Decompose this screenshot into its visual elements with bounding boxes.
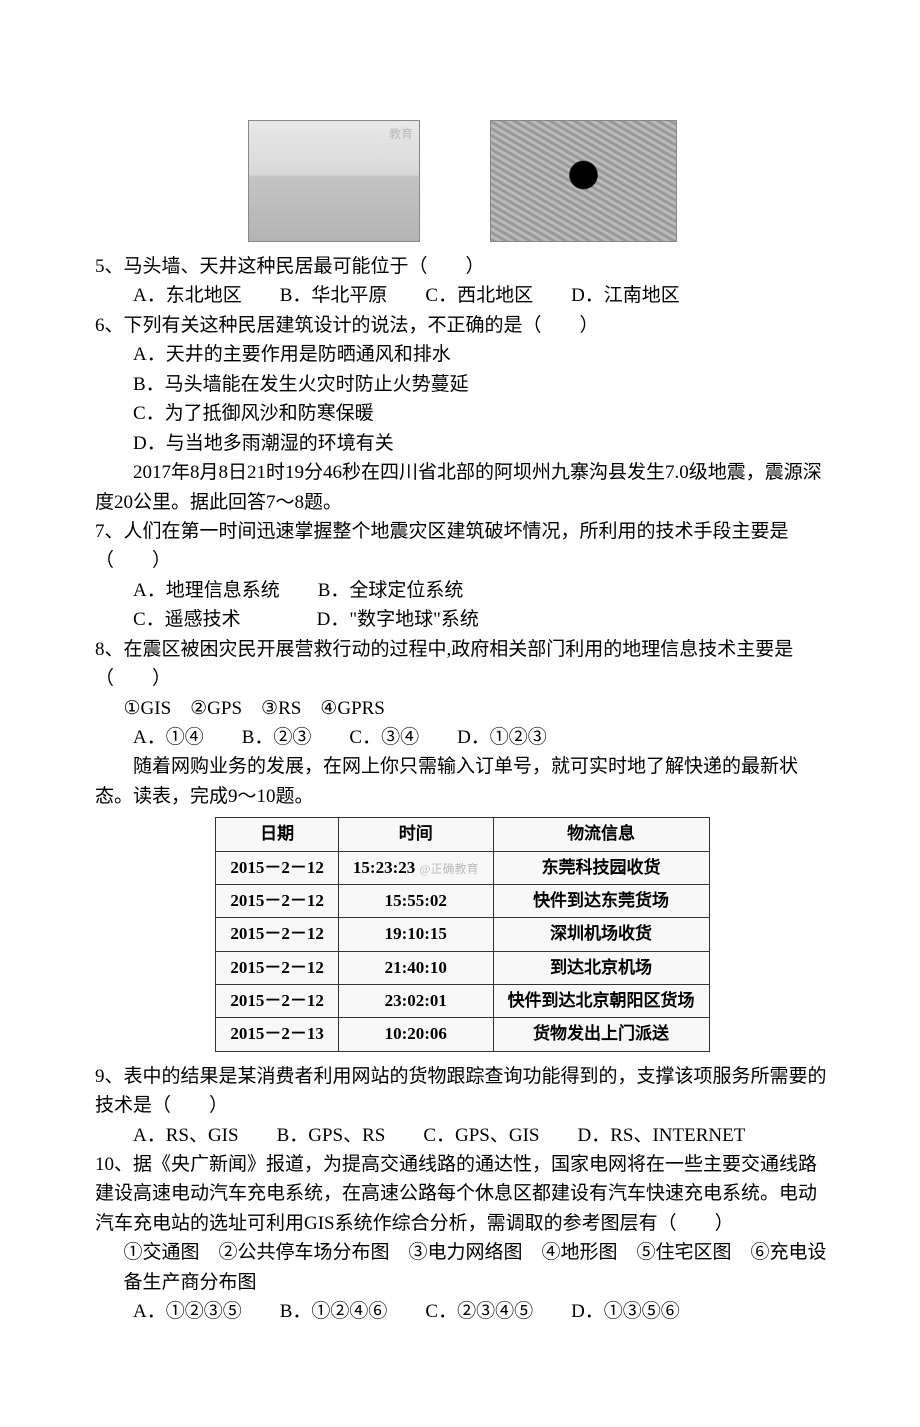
table-row: 2015－2－13 10:20:06 货物发出上门派送 — [216, 1018, 709, 1051]
cell-time: 23:02:01 — [338, 985, 493, 1018]
q10-numbers: ①交通图 ②公共停车场分布图 ③电力网络图 ④地形图 ⑤住宅区图 ⑥充电设备生产… — [95, 1238, 830, 1297]
q6-option-c: C．为了抵御风沙和防寒保暖 — [95, 399, 830, 428]
logistics-table-wrap: 日期 时间 物流信息 2015－2－12 15:23:23 @正确教育 东莞科技… — [95, 817, 830, 1051]
q5-stem: 5、马头墙、天井这种民居最可能位于（ ） — [95, 252, 830, 281]
cell-date: 2015－2－12 — [216, 951, 339, 984]
q7-options-row1: A．地理信息系统 B．全球定位系统 — [95, 576, 830, 605]
q6-option-b: B．马头墙能在发生火灾时防止火势蔓延 — [95, 370, 830, 399]
cell-info: 到达北京机场 — [493, 951, 709, 984]
cell-date: 2015－2－12 — [216, 918, 339, 951]
cell-date: 2015－2－12 — [216, 985, 339, 1018]
table-row: 2015－2－12 15:55:02 快件到达东莞货场 — [216, 885, 709, 918]
figure-row: 教育 — [95, 120, 830, 242]
figure-watermark: 教育 — [389, 125, 413, 144]
cell-info: 深圳机场收货 — [493, 918, 709, 951]
logistics-table: 日期 时间 物流信息 2015－2－12 15:23:23 @正确教育 东莞科技… — [215, 817, 709, 1051]
passage-7-8: 2017年8月8日21时19分46秒在四川省北部的阿坝州九寨沟县发生7.0级地震… — [95, 458, 830, 517]
table-header-row: 日期 时间 物流信息 — [216, 818, 709, 851]
col-time: 时间 — [338, 818, 493, 851]
q8-options: A．①④ B．②③ C．③④ D．①②③ — [95, 723, 830, 752]
q10-stem: 10、据《央广新闻》报道，为提高交通线路的通达性，国家电网将在一些主要交通线路建… — [95, 1150, 830, 1238]
cell-date: 2015－2－12 — [216, 851, 339, 884]
cell-time: 21:40:10 — [338, 951, 493, 984]
q9-options: A．RS、GIS B．GPS、RS C．GPS、GIS D．RS、INTERNE… — [95, 1121, 830, 1150]
q6-option-d: D．与当地多雨潮湿的环境有关 — [95, 429, 830, 458]
q5-options: A．东北地区 B．华北平原 C．西北地区 D．江南地区 — [95, 281, 830, 310]
q6-option-a: A．天井的主要作用是防晒通风和排水 — [95, 340, 830, 369]
table-row: 2015－2－12 21:40:10 到达北京机场 — [216, 951, 709, 984]
q8-numbers: ①GIS ②GPS ③RS ④GPRS — [95, 694, 830, 723]
cell-time: 19:10:15 — [338, 918, 493, 951]
cell-info: 货物发出上门派送 — [493, 1018, 709, 1051]
q8-stem: 8、在震区被困灾民开展营救行动的过程中,政府相关部门利用的地理信息技术主要是（ … — [95, 635, 830, 694]
q6-stem: 6、下列有关这种民居建筑设计的说法，不正确的是（ ） — [95, 311, 830, 340]
q7-stem: 7、人们在第一时间迅速掌握整个地震灾区建筑破坏情况，所利用的技术手段主要是（ ） — [95, 517, 830, 576]
cell-time: 10:20:06 — [338, 1018, 493, 1051]
cell-info: 快件到达东莞货场 — [493, 885, 709, 918]
table-row: 2015－2－12 23:02:01 快件到达北京朝阳区货场 — [216, 985, 709, 1018]
cell-time: 15:23:23 @正确教育 — [338, 851, 493, 884]
figure-matouqiang: 教育 — [248, 120, 420, 242]
document-page: 教育 5、马头墙、天井这种民居最可能位于（ ） A．东北地区 B．华北平原 C．… — [0, 0, 920, 1427]
passage-9-10: 随着网购业务的发展，在网上你只需输入订单号，就可实时地了解快递的最新状态。读表，… — [95, 752, 830, 811]
cell-info: 东莞科技园收货 — [493, 851, 709, 884]
col-date: 日期 — [216, 818, 339, 851]
table-row: 2015－2－12 19:10:15 深圳机场收货 — [216, 918, 709, 951]
col-info: 物流信息 — [493, 818, 709, 851]
q7-options-row2: C．遥感技术 D．"数字地球"系统 — [95, 605, 830, 634]
cell-date: 2015－2－13 — [216, 1018, 339, 1051]
cell-info: 快件到达北京朝阳区货场 — [493, 985, 709, 1018]
table-row: 2015－2－12 15:23:23 @正确教育 东莞科技园收货 — [216, 851, 709, 884]
q9-stem: 9、表中的结果是某消费者利用网站的货物跟踪查询功能得到的，支撑该项服务所需要的技… — [95, 1062, 830, 1121]
cell-date: 2015－2－12 — [216, 885, 339, 918]
table-watermark: @正确教育 — [420, 862, 479, 876]
figure-tianjing — [490, 120, 677, 242]
cell-time: 15:55:02 — [338, 885, 493, 918]
